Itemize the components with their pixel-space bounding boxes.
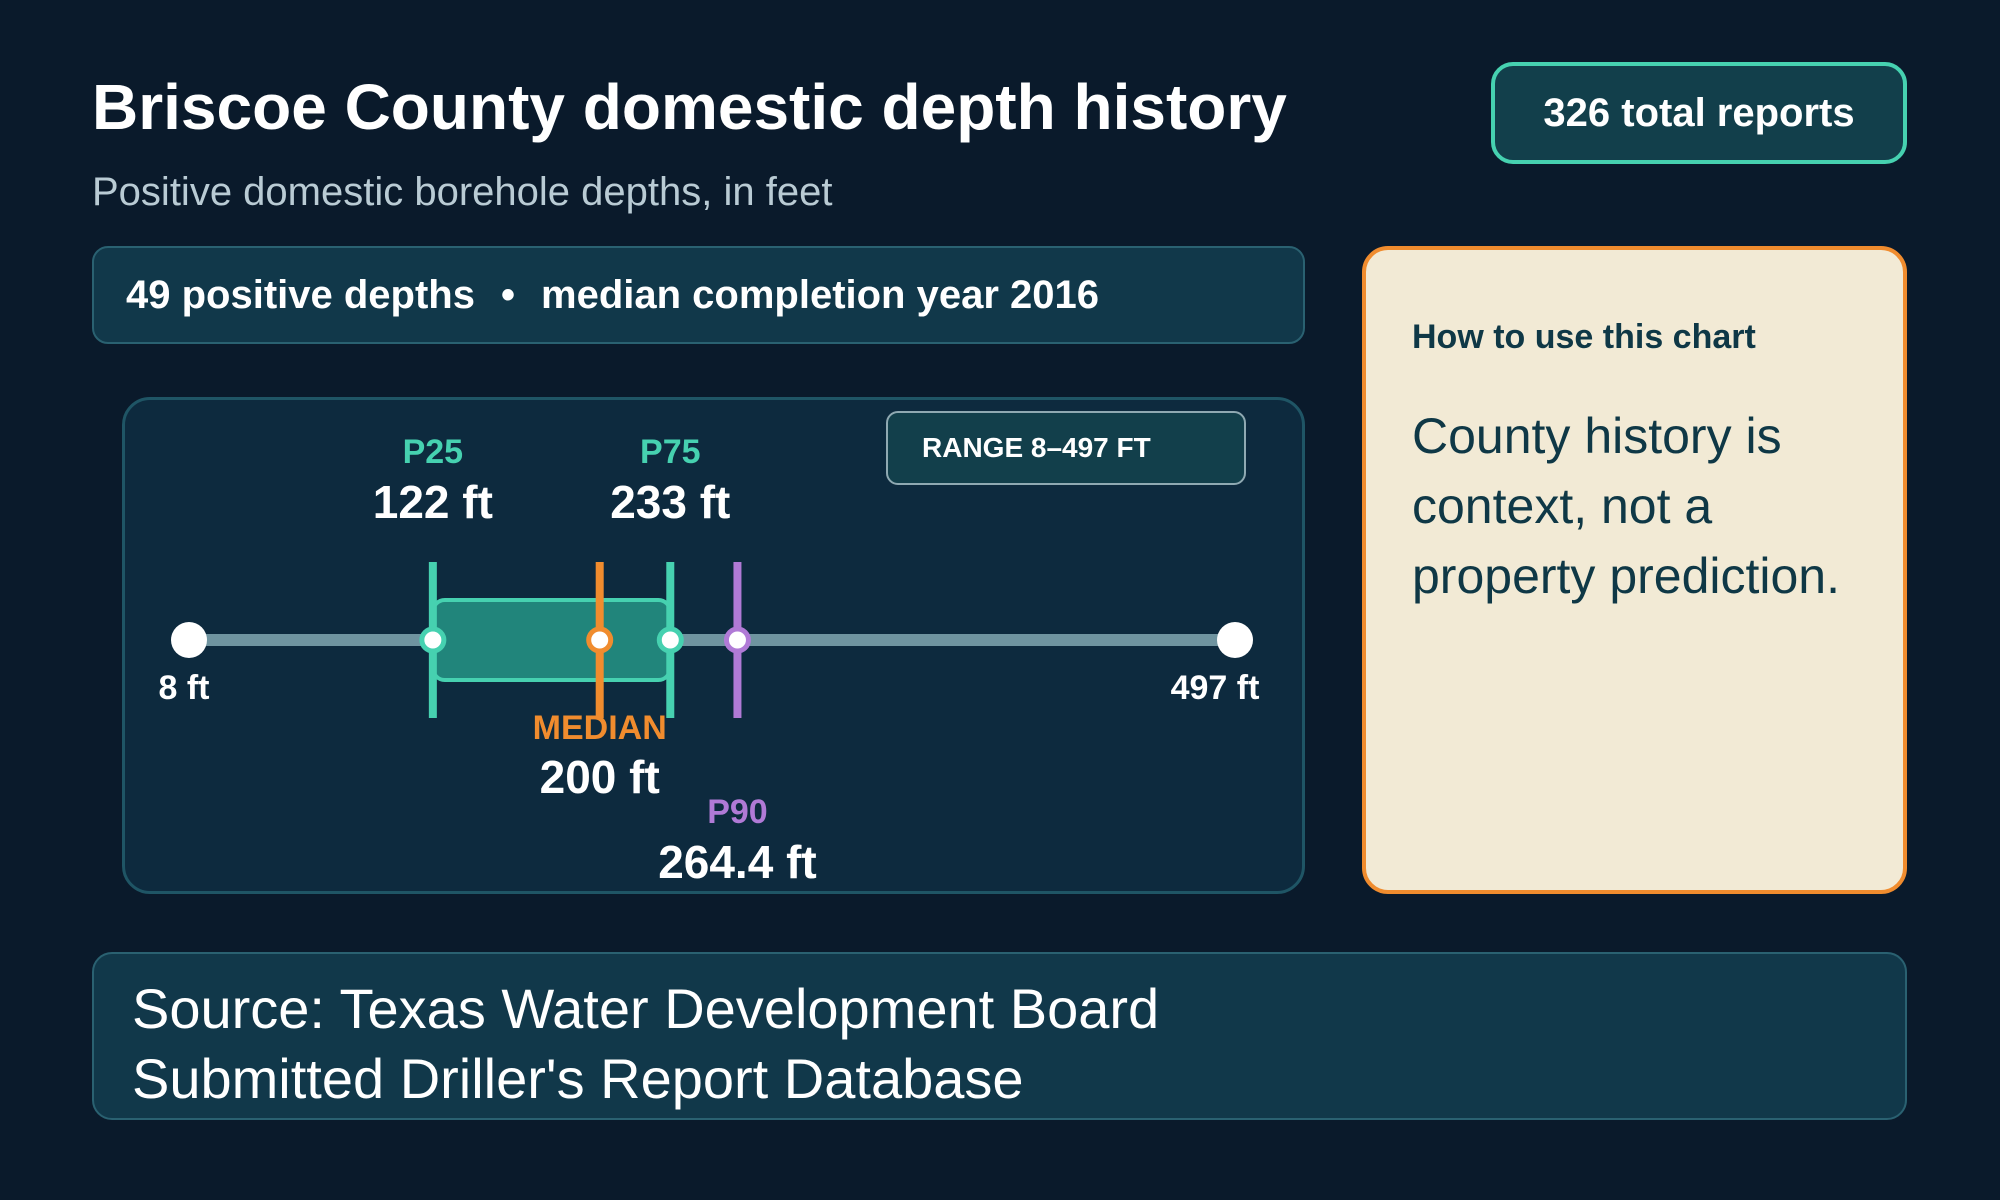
median-dot (586, 626, 614, 654)
max-dot (1217, 622, 1253, 658)
stats-strip: 49 positive depths • median completion y… (92, 246, 1305, 344)
source-line-2: Submitted Driller's Report Database (132, 1047, 1024, 1110)
p75-dot (656, 626, 684, 654)
min-label: 8 ft (159, 669, 210, 707)
note-heading: How to use this chart (1412, 318, 1756, 356)
p25-value-label: 122 ft (373, 476, 493, 528)
iqr-box (430, 598, 673, 682)
max-label: 497 ft (1171, 669, 1260, 707)
p75-value-label: 233 ft (610, 476, 730, 528)
stats-separator: • (500, 272, 515, 317)
p25-dot (419, 626, 447, 654)
chart-subtitle: Positive domestic borehole depths, in fe… (92, 170, 833, 214)
median-year-stat: median completion year 2016 (541, 272, 1100, 317)
note-body: County history is context, not a propert… (1412, 408, 1841, 604)
total-reports-badge: 326 total reports (1491, 62, 1907, 164)
p75-name-label: P75 (640, 433, 701, 471)
source-line-1: Source: Texas Water Development Board (132, 977, 1160, 1040)
p90-dot (723, 626, 751, 654)
usage-note-card: How to use this chart County history is … (1362, 246, 1907, 894)
p25-name-label: P25 (403, 433, 464, 471)
min-dot (171, 622, 207, 658)
p90-value-label: 264.4 ft (658, 836, 817, 888)
positive-depths-stat: 49 positive depths (126, 272, 475, 317)
chart-title: Briscoe County domestic depth history (92, 71, 1287, 143)
p90-name-label: P90 (707, 793, 768, 831)
range-badge: RANGE 8–497 FT (886, 411, 1246, 485)
source-box: Source: Texas Water Development Board Su… (92, 952, 1907, 1120)
median-value-label: 200 ft (540, 751, 660, 803)
median-name-label: MEDIAN (533, 709, 667, 747)
